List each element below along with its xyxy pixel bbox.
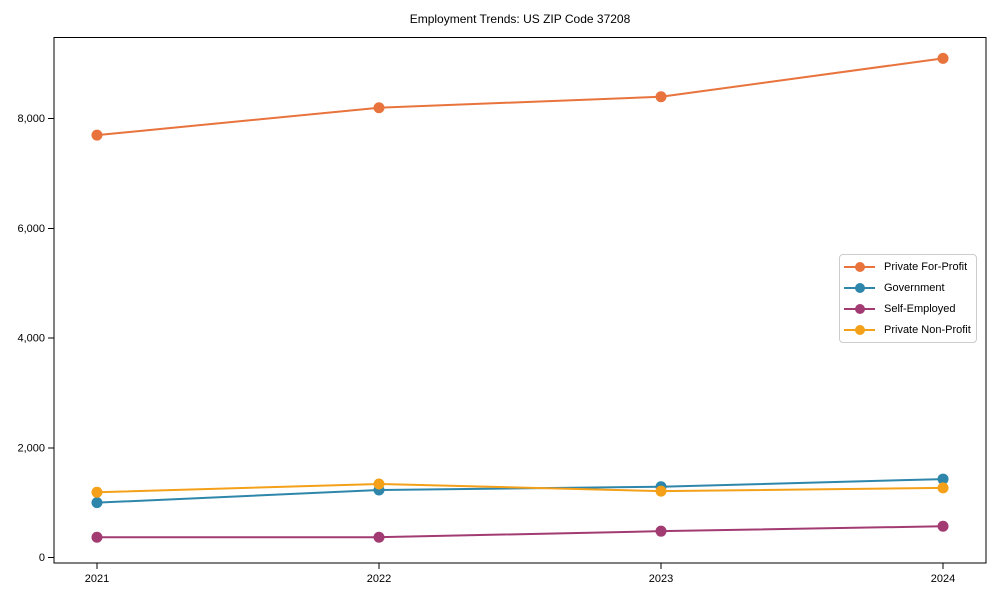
series-marker-government [937, 473, 949, 485]
series-marker-private-for-profit [937, 52, 949, 64]
legend-line-marker-icon [844, 261, 875, 272]
series-marker-government [91, 497, 103, 509]
legend-label: Private For-Profit [884, 260, 968, 273]
legend-item-private-non-profit: Private Non-Profit [844, 320, 972, 341]
legend: Private For-Profit Government Self-Emplo… [839, 254, 977, 343]
series-marker-private-for-profit [373, 102, 385, 114]
x-axis-tick-label: 2024 [931, 573, 955, 585]
series-line-private-non-profit [95, 483, 945, 494]
series-marker-private-non-profit [937, 482, 949, 494]
series-line-government [95, 478, 945, 504]
legend-line-marker-icon [844, 282, 875, 293]
y-axis-tick-label: 0 [39, 552, 45, 564]
legend-item-self-employed: Self-Employed [844, 299, 972, 320]
y-axis-tick-label: 8,000 [17, 113, 45, 125]
series-marker-private-non-profit [373, 478, 385, 490]
x-axis-tick-label: 2023 [649, 573, 673, 585]
series-marker-self-employed [655, 525, 667, 537]
legend-label: Private Non-Profit [884, 324, 971, 337]
plot-border [53, 37, 987, 564]
x-axis-tick-label: 2021 [85, 573, 109, 585]
legend-label: Government [884, 281, 945, 294]
series-marker-self-employed [373, 531, 385, 543]
series-marker-private-for-profit [91, 129, 103, 141]
y-axis-tick-label: 4,000 [17, 333, 45, 345]
legend-line-marker-icon [844, 304, 875, 315]
series-marker-private-non-profit [91, 486, 103, 498]
y-axis-tick-label: 6,000 [17, 223, 45, 235]
series-marker-private-non-profit [655, 485, 667, 497]
series-marker-self-employed [937, 520, 949, 532]
legend-item-government: Government [844, 277, 972, 298]
legend-line-marker-icon [844, 325, 875, 336]
legend-label: Self-Employed [884, 303, 956, 316]
legend-item-private-for-profit: Private For-Profit [844, 256, 972, 277]
y-axis-tick-label: 2,000 [17, 442, 45, 454]
x-axis-tick-label: 2022 [367, 573, 391, 585]
chart-title: Employment Trends: US ZIP Code 37208 [409, 12, 631, 26]
series-line-self-employed [95, 525, 945, 539]
series-marker-self-employed [91, 531, 103, 543]
series-line-private-for-profit [95, 57, 945, 137]
series-marker-private-for-profit [655, 91, 667, 103]
